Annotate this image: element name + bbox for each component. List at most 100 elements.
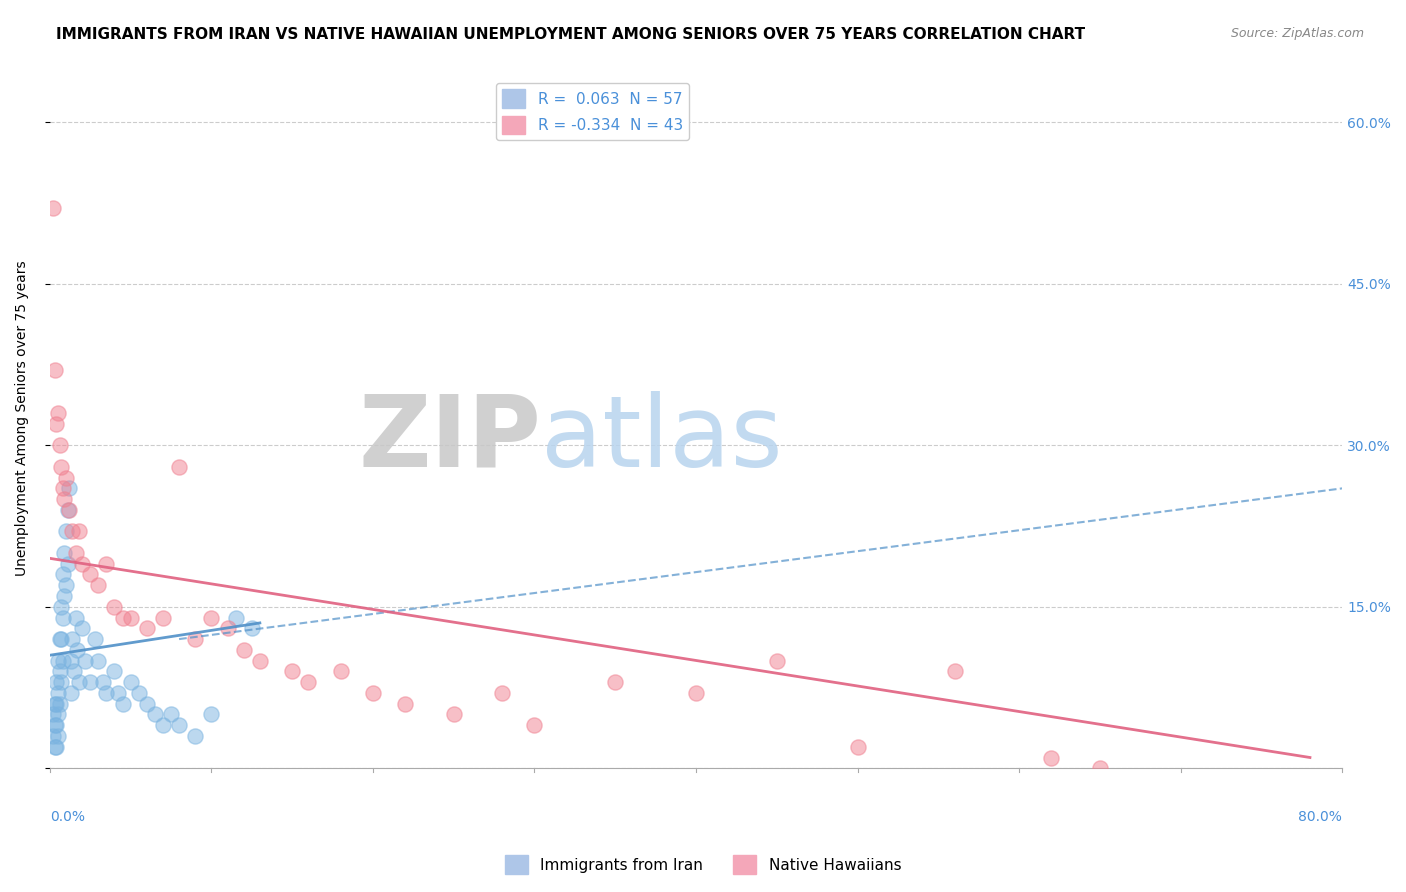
Point	[232, 643, 254, 657]
Point	[84, 632, 107, 646]
Point	[135, 621, 157, 635]
Point	[128, 686, 150, 700]
Point	[45, 739, 67, 754]
Point	[685, 686, 707, 700]
Text: Source: ZipAtlas.com: Source: ZipAtlas.com	[1230, 27, 1364, 40]
Point	[103, 665, 125, 679]
Point	[394, 697, 416, 711]
Point	[766, 654, 789, 668]
Legend: Immigrants from Iran, Native Hawaiians: Immigrants from Iran, Native Hawaiians	[499, 849, 907, 880]
Point	[44, 363, 66, 377]
Text: 0.0%: 0.0%	[49, 810, 84, 824]
Point	[59, 686, 82, 700]
Point	[184, 632, 207, 646]
Point	[53, 546, 76, 560]
Point	[44, 697, 66, 711]
Point	[152, 718, 174, 732]
Point	[200, 610, 222, 624]
Point	[56, 557, 79, 571]
Point	[200, 707, 222, 722]
Point	[45, 697, 67, 711]
Point	[120, 675, 142, 690]
Point	[605, 675, 627, 690]
Point	[225, 610, 247, 624]
Point	[58, 481, 80, 495]
Point	[103, 599, 125, 614]
Point	[143, 707, 166, 722]
Point	[48, 697, 70, 711]
Point	[1040, 750, 1063, 764]
Point	[135, 697, 157, 711]
Point	[184, 729, 207, 743]
Point	[167, 718, 190, 732]
Point	[87, 578, 110, 592]
Point	[49, 599, 72, 614]
Text: ZIP: ZIP	[359, 391, 541, 488]
Point	[79, 567, 101, 582]
Point	[70, 621, 93, 635]
Point	[49, 632, 72, 646]
Point	[846, 739, 869, 754]
Text: IMMIGRANTS FROM IRAN VS NATIVE HAWAIIAN UNEMPLOYMENT AMONG SENIORS OVER 75 YEARS: IMMIGRANTS FROM IRAN VS NATIVE HAWAIIAN …	[56, 27, 1085, 42]
Point	[67, 524, 90, 539]
Point	[44, 718, 66, 732]
Point	[111, 697, 134, 711]
Point	[46, 707, 69, 722]
Point	[49, 675, 72, 690]
Point	[44, 739, 66, 754]
Point	[70, 557, 93, 571]
Point	[491, 686, 513, 700]
Point	[59, 654, 82, 668]
Point	[45, 675, 67, 690]
Point	[91, 675, 114, 690]
Point	[66, 643, 89, 657]
Point	[46, 654, 69, 668]
Point	[297, 675, 319, 690]
Point	[45, 718, 67, 732]
Point	[46, 686, 69, 700]
Point	[55, 578, 77, 592]
Point	[52, 610, 75, 624]
Point	[62, 524, 84, 539]
Point	[111, 610, 134, 624]
Point	[79, 675, 101, 690]
Point	[52, 567, 75, 582]
Point	[58, 503, 80, 517]
Point	[53, 492, 76, 507]
Point	[46, 729, 69, 743]
Point	[55, 470, 77, 484]
Point	[67, 675, 90, 690]
Point	[55, 524, 77, 539]
Point	[96, 686, 118, 700]
Point	[217, 621, 239, 635]
Point	[63, 665, 86, 679]
Point	[240, 621, 263, 635]
Point	[48, 438, 70, 452]
Text: 80.0%: 80.0%	[1298, 810, 1343, 824]
Text: atlas: atlas	[541, 391, 783, 488]
Point	[281, 665, 304, 679]
Legend: R =  0.063  N = 57, R = -0.334  N = 43: R = 0.063 N = 57, R = -0.334 N = 43	[496, 83, 689, 140]
Point	[65, 546, 87, 560]
Point	[329, 665, 352, 679]
Point	[49, 459, 72, 474]
Point	[120, 610, 142, 624]
Point	[42, 707, 65, 722]
Point	[443, 707, 465, 722]
Point	[87, 654, 110, 668]
Point	[48, 665, 70, 679]
Point	[62, 632, 84, 646]
Point	[75, 654, 97, 668]
Point	[1088, 761, 1111, 775]
Point	[361, 686, 384, 700]
Point	[943, 665, 966, 679]
Point	[249, 654, 271, 668]
Point	[45, 417, 67, 431]
Point	[56, 503, 79, 517]
Point	[52, 654, 75, 668]
Point	[52, 481, 75, 495]
Point	[167, 459, 190, 474]
Point	[523, 718, 546, 732]
Point	[65, 610, 87, 624]
Point	[46, 406, 69, 420]
